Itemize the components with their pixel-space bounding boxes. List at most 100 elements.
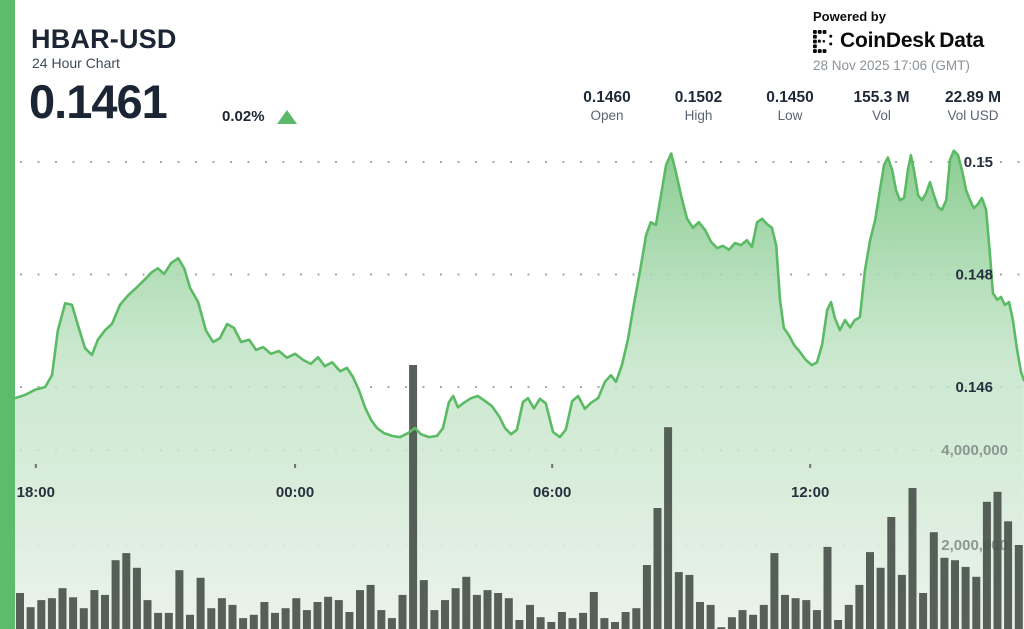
volume-bar <box>313 602 322 629</box>
volume-bar <box>324 596 333 629</box>
provider-name-suffix: Data <box>939 29 984 52</box>
coindesk-logo-icon <box>813 29 833 53</box>
volume-bar <box>982 501 991 629</box>
svg-text:4,000,000: 4,000,000 <box>941 442 1008 459</box>
timestamp: 28 Nov 2025 17:06 (GMT) <box>813 58 970 73</box>
volume-bar <box>196 577 205 629</box>
volume-bar <box>844 604 853 629</box>
volume-bar <box>451 588 460 629</box>
volume-bar <box>674 572 683 629</box>
change-percent: 0.02% <box>222 108 265 125</box>
provider-logo-row: CoinDesk Data <box>813 29 998 53</box>
stat-open-value: 0.1460 <box>583 89 631 106</box>
volume-bar <box>441 600 449 629</box>
volume-bar <box>90 590 99 629</box>
volume-bar <box>547 622 556 629</box>
accent-left-bar <box>0 0 15 629</box>
volume-bar <box>101 594 109 629</box>
volume-bar <box>419 580 428 629</box>
volume-bar <box>855 584 864 629</box>
volume-bar <box>600 618 609 629</box>
volume-bar <box>143 600 152 629</box>
volume-bar <box>58 588 67 629</box>
stat-low-value: 0.1450 <box>766 89 814 106</box>
volume-bar <box>1004 521 1013 629</box>
stat-open: 0.1460 Open <box>572 88 642 125</box>
volume-bar <box>759 604 768 629</box>
volume-axis-labels: 4,000,000 2,000,000 <box>941 442 1008 554</box>
volume-bar <box>685 574 694 629</box>
volume-bar <box>929 532 938 629</box>
volume-bar <box>951 560 959 629</box>
volume-bar <box>781 594 789 629</box>
time-axis-labels: 18:00 00:00 06:00 12:00 <box>17 464 829 501</box>
volume-bar <box>387 618 396 629</box>
volume-bar <box>398 594 407 629</box>
volume-bar <box>239 618 248 629</box>
volume-bar <box>334 600 343 629</box>
volume-bar <box>653 508 662 629</box>
volume-bar <box>207 608 216 629</box>
time-tick-mark <box>551 464 554 468</box>
volume-bar <box>802 600 811 629</box>
provider-name-main: CoinDesk <box>840 29 936 52</box>
volume-bar <box>940 557 949 629</box>
volume-bar <box>186 614 194 629</box>
pair-title: HBAR-USD <box>31 24 177 54</box>
volume-bar <box>568 618 577 629</box>
volume-bar <box>908 488 917 629</box>
stat-volume-value: 155.3 M <box>853 89 910 106</box>
stat-volume-usd-value: 22.89 M <box>944 89 1001 106</box>
provider-branding: Powered by CoinDesk Data 28 Nov 2025 17:0… <box>813 9 998 73</box>
volume-bar <box>791 598 800 629</box>
volume-bar <box>430 610 439 629</box>
volume-bar <box>834 620 843 629</box>
stat-high: 0.1502 High <box>664 88 734 125</box>
triangle-up-icon <box>276 109 297 124</box>
svg-text:06:00: 06:00 <box>533 484 571 501</box>
price-change: 0.02% <box>222 108 297 125</box>
volume-bar <box>217 598 226 629</box>
volume-bar <box>972 576 981 629</box>
volume-bar <box>504 598 513 629</box>
stat-volume-usd: 22.89 M Vol USD <box>938 88 1008 125</box>
svg-text:0.15: 0.15 <box>964 154 993 171</box>
volume-bar <box>302 610 311 629</box>
volume-bar <box>1014 545 1023 629</box>
volume-bar <box>409 365 418 629</box>
price-area-fill <box>15 150 1024 629</box>
svg-text:00:00: 00:00 <box>276 484 314 501</box>
volume-bar <box>961 566 970 629</box>
volume-bar <box>515 620 524 629</box>
volume-bar <box>345 612 354 629</box>
stat-open-label: Open <box>590 108 624 123</box>
volume-bar <box>164 612 173 629</box>
stat-volume-usd-label: Vol USD <box>947 108 999 123</box>
volume-bar <box>366 584 375 629</box>
volume-bars <box>16 365 1023 629</box>
volume-bar <box>642 565 651 629</box>
volume-bar <box>866 552 874 629</box>
volume-bar <box>993 491 1002 629</box>
volume-bar <box>749 614 758 629</box>
volume-bar <box>472 594 481 629</box>
volume-bar <box>706 604 715 629</box>
time-tick-mark <box>34 464 37 468</box>
chart-subtitle: 24 Hour Chart <box>32 55 120 71</box>
volume-bar <box>462 576 471 629</box>
volume-bar <box>483 590 492 629</box>
time-tick-mark <box>294 464 297 468</box>
volume-bar <box>696 602 704 629</box>
volume-bar <box>271 612 279 629</box>
ohlc-stats-row: 0.1460 Open 0.1502 High 0.1450 Low 155.3… <box>572 88 1008 125</box>
volume-bar <box>154 612 163 629</box>
volume-bar <box>579 612 588 629</box>
stat-high-value: 0.1502 <box>674 89 723 106</box>
volume-bar <box>37 600 46 629</box>
volume-bar <box>738 610 747 629</box>
provider-name: CoinDesk Data <box>840 29 984 53</box>
volume-bar <box>887 517 896 629</box>
volume-bar <box>536 617 545 629</box>
svg-text:2,000,000: 2,000,000 <box>941 537 1008 554</box>
